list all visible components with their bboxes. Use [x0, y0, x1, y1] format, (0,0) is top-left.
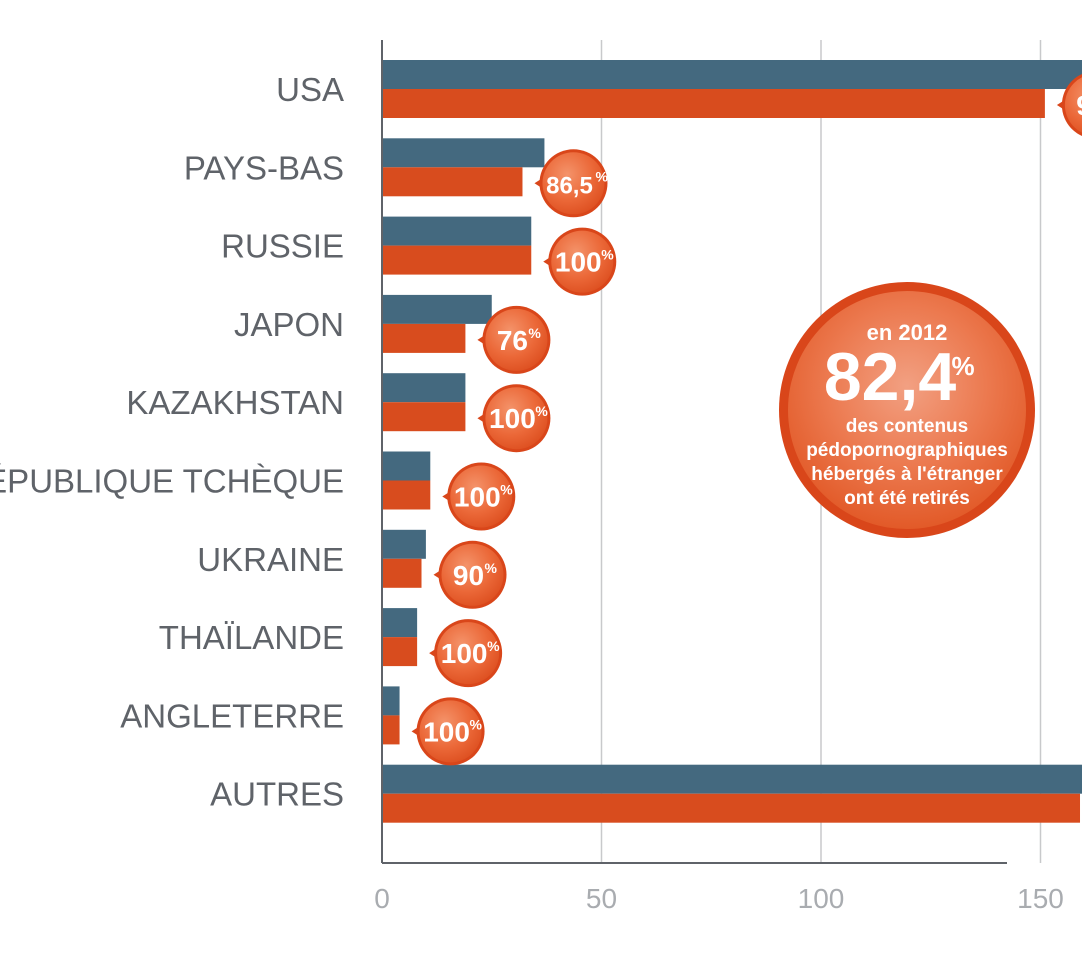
badge-5: 100% — [442, 462, 516, 531]
bar-blue-7 — [382, 608, 418, 638]
bar-blue-9 — [382, 764, 1082, 794]
badge-value-6: 90 — [453, 560, 484, 591]
category-label-4: KAZAKHSTAN — [126, 384, 344, 421]
badge-value-2: 100 — [555, 247, 602, 278]
callout-year: en 2012 — [867, 320, 948, 345]
bar-blue-1 — [382, 138, 545, 168]
badge-value-4: 100 — [489, 403, 536, 434]
bar-orange-1 — [382, 167, 523, 197]
callout-line-3: hébergés à l'étranger — [811, 464, 1003, 485]
summary-callout: en 2012 82,4 % des contenus pédopornogra… — [779, 282, 1035, 538]
badge-unit-1: % — [595, 168, 608, 184]
bar-blue-3 — [382, 294, 492, 324]
badge-value-0: 94 — [1076, 90, 1082, 121]
badge-circle-2 — [551, 230, 614, 293]
callout-line-1: des contenus — [846, 416, 968, 437]
badge-2: 100% — [543, 227, 617, 296]
callout-line-2: pédopornographiques — [806, 440, 1008, 461]
bar-blue-8 — [382, 686, 400, 716]
category-label-3: JAPON — [234, 306, 344, 343]
badge-4: 100% — [477, 384, 551, 453]
bar-orange-0 — [382, 89, 1045, 118]
badge-7: 100% — [429, 619, 503, 688]
badge-circle-1 — [542, 152, 605, 215]
badge-6: 90% — [433, 540, 507, 609]
bar-orange-7 — [382, 637, 418, 667]
callout-line-4: ont été retirés — [844, 488, 970, 509]
badge-unit-3: % — [528, 325, 541, 341]
bar-orange-5 — [382, 480, 431, 510]
badge-value-8: 100 — [423, 716, 470, 747]
badge-value-1: 86,5 — [546, 172, 593, 199]
bar-blue-2 — [382, 216, 532, 246]
category-label-1: PAYS-BAS — [184, 149, 344, 186]
axes — [381, 40, 1007, 864]
badge-unit-2: % — [601, 247, 614, 263]
bar-blue-4 — [382, 373, 466, 403]
bar-orange-4 — [382, 402, 466, 432]
badge-unit-8: % — [470, 716, 483, 732]
callout-circle — [788, 291, 1026, 529]
bar-blue-6 — [382, 529, 426, 559]
x-tick-100: 100 — [798, 883, 845, 914]
badge-unit-7: % — [487, 638, 500, 654]
callout-big-unit: % — [951, 351, 974, 381]
bar-orange-9 — [382, 793, 1081, 823]
badge-0: 94% — [1056, 73, 1082, 137]
category-label-8: ANGLETERRE — [120, 697, 344, 734]
badge-8: 100% — [411, 697, 485, 766]
bars — [382, 60, 1082, 823]
category-label-6: UKRAINE — [197, 541, 344, 578]
category-label-0: USA — [276, 71, 344, 108]
bar-orange-8 — [382, 715, 400, 745]
badge-circle-5 — [450, 465, 513, 528]
category-labels: USA PAYS-BAS RUSSIE JAPON KAZAKHSTAN RÉPUBLIQ… — [0, 71, 344, 813]
badge-unit-6: % — [485, 560, 498, 576]
badge-circle-6 — [441, 543, 504, 606]
category-label-5: RÉPUBLIQUE TCHÈQUE — [0, 463, 344, 500]
badge-circle-0 — [1064, 77, 1082, 133]
bar-orange-2 — [382, 245, 532, 275]
bar-blue-5 — [382, 451, 431, 481]
badge-unit-4: % — [535, 403, 548, 419]
x-tick-50: 50 — [586, 883, 617, 914]
badge-value-7: 100 — [441, 638, 488, 669]
category-label-7: THAÏLANDE — [159, 619, 344, 656]
badge-circle-7 — [437, 622, 500, 685]
x-tick-0: 0 — [374, 883, 390, 914]
bar-orange-3 — [382, 323, 466, 353]
badge-circle-8 — [419, 700, 482, 763]
callout-big-value: 82,4 — [824, 339, 957, 415]
badge-value-5: 100 — [454, 482, 501, 513]
x-tick-labels: 050100150200250 — [374, 883, 1064, 914]
badge-circle-3 — [485, 308, 548, 371]
category-label-2: RUSSIE — [221, 228, 344, 265]
percentage-badges: 94%86,5%100%76%100%100%90%100%100%68,5% — [411, 73, 1082, 766]
badge-unit-5: % — [500, 482, 513, 498]
badge-1: 86,5% — [534, 149, 608, 218]
bar-blue-0 — [382, 60, 1082, 89]
badge-3: 76% — [477, 305, 551, 374]
badge-circle-4 — [485, 387, 548, 450]
bar-orange-6 — [382, 558, 422, 588]
x-tick-150: 150 — [1017, 883, 1064, 914]
category-label-9: AUTRES — [210, 776, 344, 813]
badge-value-3: 76 — [497, 325, 528, 356]
